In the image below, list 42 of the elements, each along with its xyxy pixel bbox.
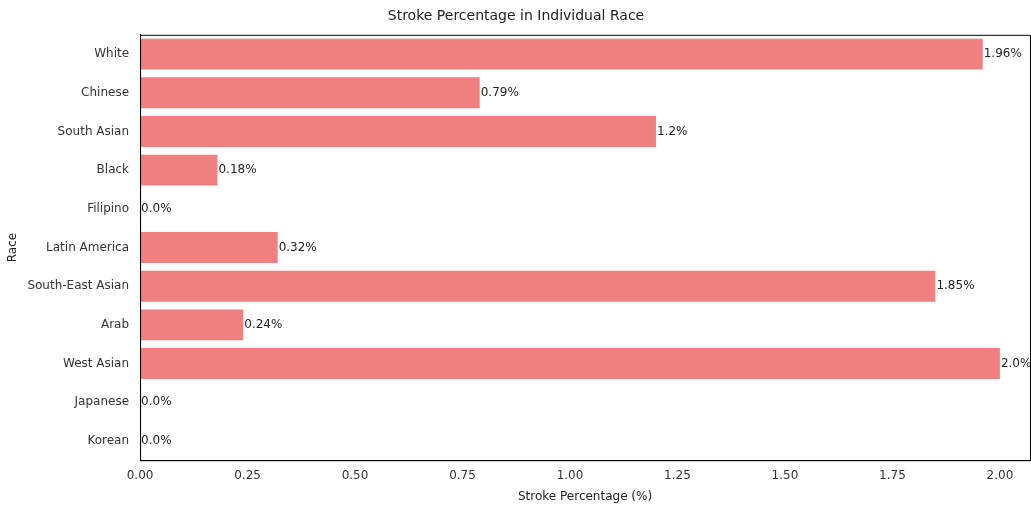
data-label: 0.24%	[244, 316, 283, 331]
x-axis-title: Stroke Percentage (%)	[517, 488, 653, 503]
x-tick-label: 0.75	[449, 467, 476, 482]
data-label: 0.0%	[141, 394, 172, 409]
x-tick-label: 0.00	[126, 467, 154, 482]
bar	[140, 116, 656, 147]
y-tick-label: Chinese	[81, 84, 130, 99]
x-tick-label: 0.50	[341, 467, 369, 482]
x-tick-label: 1.75	[879, 467, 906, 482]
chart-title: Stroke Percentage in Individual Race	[387, 7, 645, 24]
x-tick-label: 2.00	[986, 467, 1014, 482]
x-tick-label: 1.25	[664, 467, 691, 482]
bar	[140, 309, 244, 341]
data-label: 1.96%	[983, 46, 1022, 61]
x-tick-label: 1.50	[771, 467, 799, 482]
y-tick-label: Black	[96, 162, 130, 177]
y-tick-label: West Asian	[62, 355, 130, 370]
y-axis-title: Race	[5, 232, 20, 263]
data-label: 0.18%	[218, 162, 257, 177]
data-label: 1.2%	[656, 123, 688, 138]
y-tick-label: Latin America	[46, 239, 130, 254]
y-tick-label: White	[94, 46, 130, 61]
bar	[140, 77, 480, 109]
bar	[140, 232, 278, 263]
bar	[140, 38, 983, 70]
data-label: 2.0%	[1000, 355, 1031, 370]
y-tick-label: Filipino	[87, 200, 130, 215]
data-label: 0.32%	[278, 239, 317, 254]
x-tick-label: 0.25	[234, 467, 261, 482]
y-tick-label: Japanese	[73, 394, 130, 409]
y-tick-label: Arab	[100, 316, 130, 331]
bar	[140, 154, 218, 186]
y-tick-label: Korean	[87, 432, 130, 447]
data-label: 0.0%	[141, 432, 172, 447]
y-tick-label: South Asian	[57, 123, 130, 138]
y-tick-label: South-East Asian	[27, 278, 130, 293]
x-tick-label: 1.00	[556, 467, 584, 482]
data-label: 0.0%	[141, 200, 172, 215]
bar	[140, 348, 1000, 379]
data-label: 0.79%	[480, 84, 519, 99]
data-label: 1.85%	[936, 278, 975, 293]
bar	[140, 270, 936, 302]
